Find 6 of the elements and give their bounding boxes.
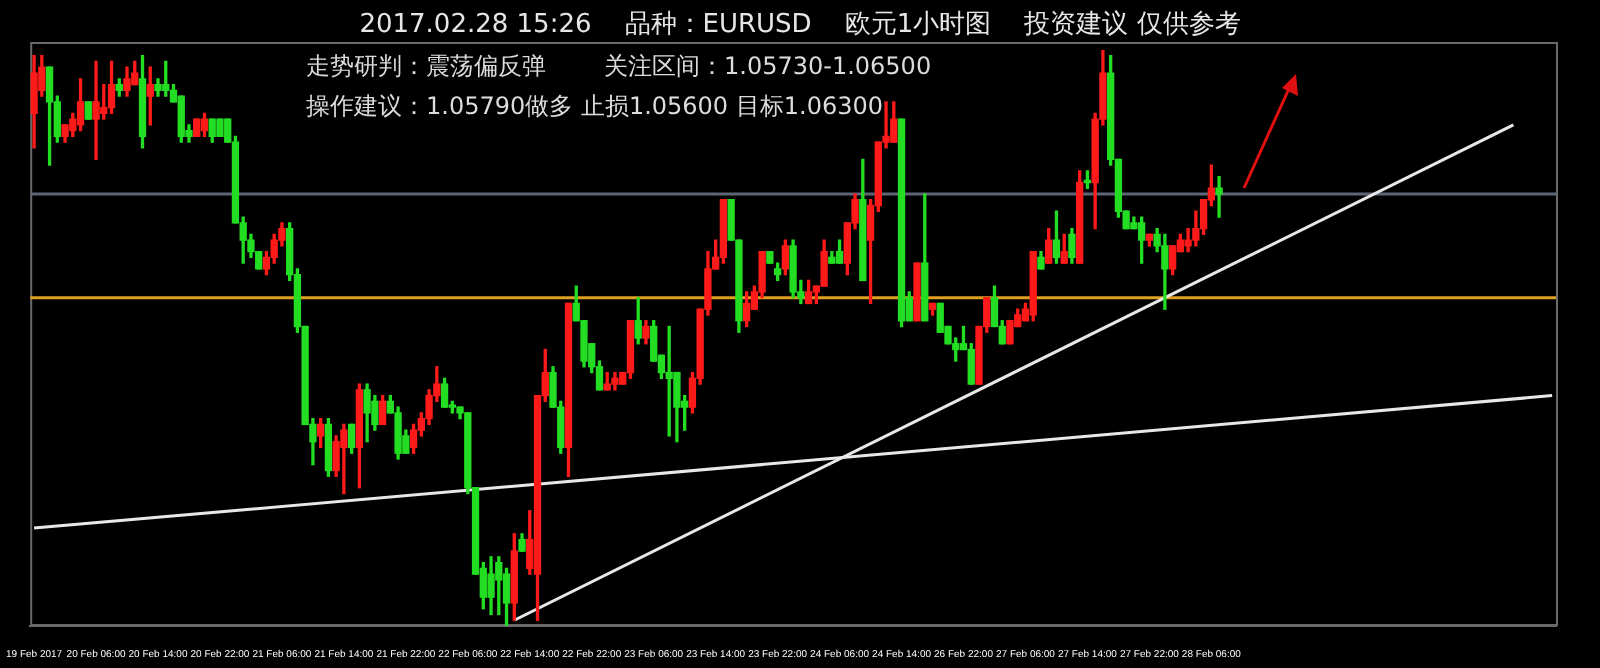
annotation: 操作建议：1.05790做多 止损1.05600 目标1.06300 — [306, 90, 883, 124]
chart-title: 2017.02.28 15:26 品种：EURUSD 欧元1小时图 投资建议 仅供参考 — [357, 8, 1243, 42]
annotation: 关注区间：1.05730-1.06500 — [604, 50, 932, 84]
annotation: 走势研判：震荡偏反弹 — [306, 50, 546, 84]
candlestick — [1215, 176, 1223, 218]
candlestick — [92, 60, 100, 161]
